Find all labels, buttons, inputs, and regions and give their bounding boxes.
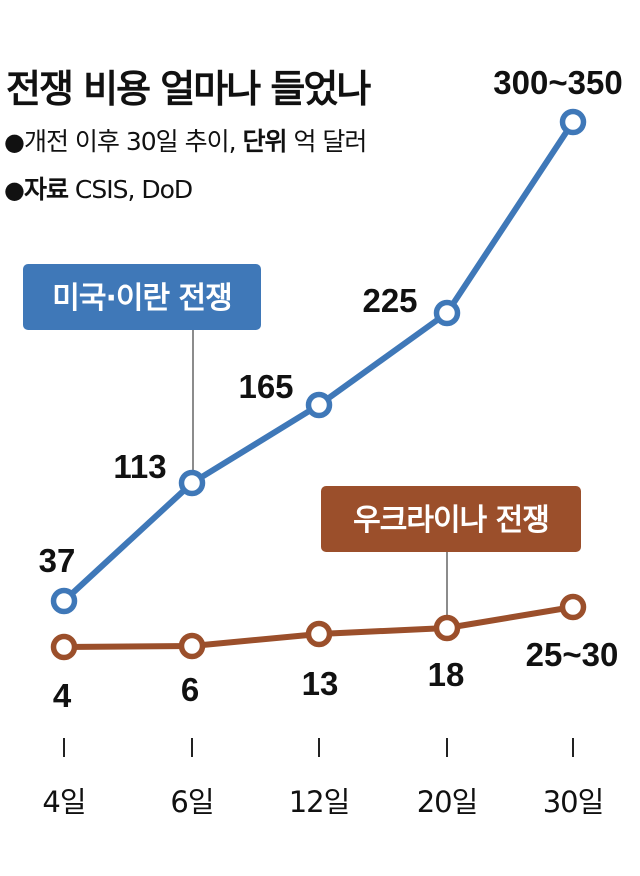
- us-iran-data-point: [305, 391, 333, 419]
- x-tick-label: 12일: [289, 785, 350, 819]
- us-iran-name-tag-label: 미국·이란 전쟁: [52, 281, 231, 316]
- ukraine-data-label: 4: [53, 677, 72, 714]
- ukraine-data-point: [305, 620, 333, 648]
- ukraine-data-point: [50, 633, 78, 661]
- ukraine-data-point: [559, 593, 587, 621]
- ukraine-data-label: 13: [302, 665, 339, 702]
- source-line: ●자료 CSIS, DoD: [4, 170, 193, 206]
- us-iran-data-point: [50, 587, 78, 615]
- ukraine-data-point: [178, 632, 206, 660]
- subtitle-line: ●개전 이후 30일 추이, 단위 억 달러: [4, 122, 367, 158]
- subtitle-text: 개전 이후 30일 추이,: [23, 127, 243, 156]
- x-tick-label: 6일: [170, 785, 213, 819]
- x-tick-label: 20일: [417, 785, 478, 819]
- source-value: CSIS, DoD: [67, 175, 193, 204]
- us-iran-data-label: 37: [39, 542, 76, 579]
- us-iran-data-point: [559, 108, 587, 136]
- ukraine-data-label: 6: [181, 671, 199, 708]
- us-iran-data-label: 225: [362, 282, 417, 319]
- bullet-icon: ●: [4, 128, 25, 156]
- ukraine-data-label: 25~30: [526, 636, 619, 673]
- ukraine-data-point: [433, 614, 461, 642]
- us-iran-data-label: 300~350: [493, 64, 622, 101]
- x-tick-label: 4일: [42, 785, 85, 819]
- ukraine-data-label: 18: [428, 656, 465, 693]
- bullet-icon: ●: [4, 176, 25, 204]
- us-iran-data-point: [178, 469, 206, 497]
- us-iran-data-point: [433, 299, 461, 327]
- unit-value: 억 달러: [286, 127, 367, 156]
- unit-label: 단위: [242, 127, 288, 156]
- x-tick-label: 30일: [543, 785, 604, 819]
- ukraine-name-tag: [321, 486, 581, 552]
- us-iran-data-label: 165: [238, 368, 293, 405]
- us-iran-data-label: 113: [113, 448, 166, 485]
- ukraine-name-tag-label: 우크라이나 전쟁: [353, 503, 549, 538]
- us-iran-name-tag: [23, 264, 261, 330]
- source-label: 자료: [23, 175, 69, 204]
- chart-title: 전쟁 비용 얼마나 들었나: [6, 67, 371, 111]
